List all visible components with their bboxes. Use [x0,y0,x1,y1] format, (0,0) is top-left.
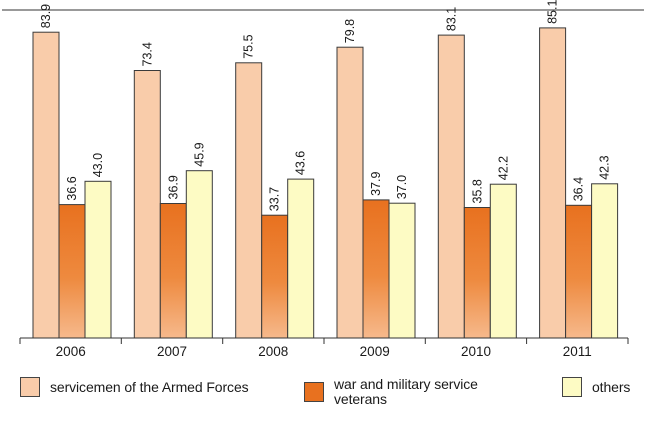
value-label-servicemen-2010: 83.1 [444,7,458,31]
legend-item-veterans: war and military service veterans [304,377,484,407]
value-label-veterans-2007: 36.9 [166,175,180,199]
value-label-veterans-2006: 36.6 [65,176,79,200]
bar-servicemen-2008 [235,62,263,339]
bar-others-2009 [388,202,416,339]
value-label-servicemen-2007: 73.4 [140,42,154,66]
value-label-others-2010: 42.2 [496,156,510,180]
bar-servicemen-2011 [539,27,567,339]
legend-item-servicemen: servicemen of the Armed Forces [20,377,249,397]
value-label-servicemen-2009: 79.8 [343,19,357,43]
value-label-others-2011: 42.3 [598,155,612,179]
bar-others-2007 [185,170,213,339]
value-label-veterans-2009: 37.9 [369,172,383,196]
value-label-others-2008: 43.6 [294,151,308,175]
x-tick-label-2009: 2009 [360,344,390,359]
bar-others-2006 [84,180,112,339]
value-label-servicemen-2011: 85.1 [546,0,560,24]
bar-veterans-2011 [565,204,593,339]
bar-others-2010 [489,183,517,339]
bar-veterans-2008 [261,214,289,339]
legend-item-others: others [562,377,630,397]
bar-veterans-2006 [58,204,86,339]
value-label-veterans-2008: 33.7 [268,187,282,211]
value-label-servicemen-2006: 83.9 [39,4,53,28]
legend: servicemen of the Armed Forces war and m… [0,375,646,419]
x-tick-label-2006: 2006 [56,344,86,359]
legend-label-servicemen: servicemen of the Armed Forces [50,378,249,395]
bar-servicemen-2009 [336,46,364,339]
bar-others-2008 [287,178,315,339]
value-label-servicemen-2008: 75.5 [242,34,256,58]
bar-servicemen-2010 [437,34,465,339]
legend-swatch-servicemen [20,377,40,397]
value-label-others-2006: 43.0 [91,153,105,177]
value-label-others-2007: 45.9 [192,142,206,166]
bar-chart: 83.9 36.6 43.0 73.4 36.9 45.9 75.5 33.7 43.6 79.8… [2,0,644,359]
bar-veterans-2007 [159,203,187,339]
x-tick-label-2008: 2008 [258,344,288,359]
legend-label-veterans: war and military service veterans [334,376,478,407]
legend-swatch-veterans [304,382,324,402]
legend-label-others: others [592,378,631,395]
x-tick-label-2011: 2011 [563,344,592,359]
bar-servicemen-2006 [32,31,60,339]
x-tick-label-2010: 2010 [461,344,491,359]
bar-servicemen-2007 [133,70,161,339]
bar-veterans-2009 [362,199,390,339]
value-label-veterans-2011: 36.4 [572,177,586,201]
value-label-veterans-2010: 35.8 [470,179,484,203]
legend-swatch-others [562,377,582,397]
bar-veterans-2010 [463,207,491,339]
bar-others-2011 [591,183,619,339]
x-tick-label-2007: 2007 [157,344,187,359]
value-label-others-2009: 37.0 [395,175,409,199]
